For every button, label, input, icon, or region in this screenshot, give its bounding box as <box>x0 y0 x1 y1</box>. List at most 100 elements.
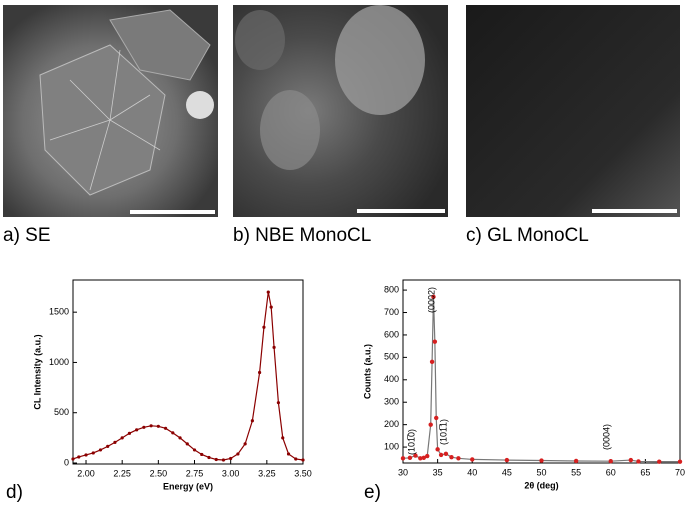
data-point <box>135 428 139 432</box>
x-tick-label: 35 <box>433 467 443 477</box>
data-point <box>120 436 124 440</box>
x-tick-label: 3.00 <box>222 468 240 478</box>
data-point <box>443 451 449 457</box>
panel-label: c) GL MonoCL <box>466 225 589 246</box>
data-point <box>229 456 233 461</box>
data-point <box>677 459 683 464</box>
data-point <box>434 415 439 421</box>
data-point <box>243 442 247 446</box>
data-point <box>428 422 433 427</box>
panel-label: a) SE <box>3 225 51 246</box>
x-tick-label: 2.75 <box>186 468 204 478</box>
peak-annotation: (101̅0) <box>406 429 416 455</box>
data-point <box>504 457 510 463</box>
y-tick-label: 1500 <box>49 307 69 317</box>
x-tick-label: 40 <box>467 467 477 477</box>
data-point <box>192 448 197 452</box>
data-point <box>438 452 444 458</box>
y-tick-label: 0 <box>64 457 69 467</box>
y-tick-label: 400 <box>384 374 399 384</box>
y-tick-label: 600 <box>384 329 399 339</box>
data-point <box>269 305 273 309</box>
panel-label: d) <box>6 482 23 503</box>
data-point <box>98 448 103 452</box>
data-point <box>77 455 81 459</box>
data-point <box>276 401 281 405</box>
y-tick-label: 100 <box>384 441 399 451</box>
data-point <box>286 452 291 456</box>
data-point <box>163 426 168 430</box>
data-point <box>418 456 423 461</box>
data-point <box>266 290 270 294</box>
data-point <box>657 459 662 464</box>
y-tick-label: 200 <box>384 419 399 429</box>
data-point <box>431 294 436 300</box>
data-point <box>608 459 613 464</box>
data-point <box>272 345 276 349</box>
y-tick-label: 800 <box>384 284 399 294</box>
x-tick-label: 55 <box>571 467 581 477</box>
plot-frame <box>72 279 304 465</box>
data-point <box>171 431 175 435</box>
data-point <box>214 457 218 462</box>
data-line <box>72 291 304 461</box>
data-point <box>250 419 254 423</box>
peak-annotation: (0004) <box>601 424 611 450</box>
data-point <box>84 453 88 457</box>
x-tick-label: 2.25 <box>113 468 131 478</box>
data-point <box>258 370 262 375</box>
y-axis-title: Counts (a.u.) <box>362 344 372 399</box>
data-point <box>407 455 413 461</box>
data-point <box>113 440 117 444</box>
peak-annotation: (101̅1) <box>438 419 448 445</box>
x-tick-label: 3.50 <box>294 468 312 478</box>
x-tick-label: 65 <box>640 467 650 477</box>
data-point <box>456 456 461 461</box>
y-tick-label: 500 <box>384 352 399 362</box>
data-point <box>91 451 95 455</box>
data-point <box>301 458 305 462</box>
peak-annotation: (0002) <box>426 287 436 313</box>
data-point <box>185 442 189 446</box>
x-tick-label: 3.25 <box>258 468 276 478</box>
panel-label: b) NBE MonoCL <box>233 225 371 246</box>
x-tick-label: 50 <box>536 467 546 477</box>
x-tick-label: 60 <box>606 467 616 477</box>
data-point <box>262 325 266 329</box>
panel-label: e) <box>364 482 381 503</box>
data-point <box>149 424 153 428</box>
x-tick-label: 70 <box>675 467 685 477</box>
x-tick-label: 2.50 <box>150 468 168 478</box>
data-point <box>178 436 182 440</box>
data-point <box>207 455 211 460</box>
image-se <box>3 5 218 217</box>
x-axis-title: Energy (eV) <box>163 481 213 491</box>
data-point <box>400 456 406 461</box>
data-point <box>425 453 430 459</box>
x-axis-title: 2θ (deg) <box>524 480 558 490</box>
data-point <box>628 457 634 463</box>
data-point <box>281 436 285 440</box>
x-tick-label: 2.00 <box>77 468 95 478</box>
y-tick-label: 500 <box>54 407 69 417</box>
data-point <box>200 452 204 457</box>
data-point <box>470 457 475 462</box>
data-point <box>294 457 298 461</box>
data-point <box>432 339 438 344</box>
data-point <box>636 459 641 464</box>
data-point <box>127 431 132 435</box>
data-point <box>413 453 418 458</box>
y-tick-label: 1000 <box>49 357 69 367</box>
data-point <box>236 452 240 456</box>
image-nbe <box>233 5 448 217</box>
y-axis-title: CL Intensity (a.u.) <box>32 334 42 409</box>
data-point <box>221 458 226 462</box>
data-point <box>106 444 110 449</box>
y-tick-label: 700 <box>384 307 399 317</box>
x-tick-label: 45 <box>502 467 512 477</box>
data-point <box>156 424 160 428</box>
data-point <box>142 425 146 429</box>
data-point <box>449 454 454 460</box>
